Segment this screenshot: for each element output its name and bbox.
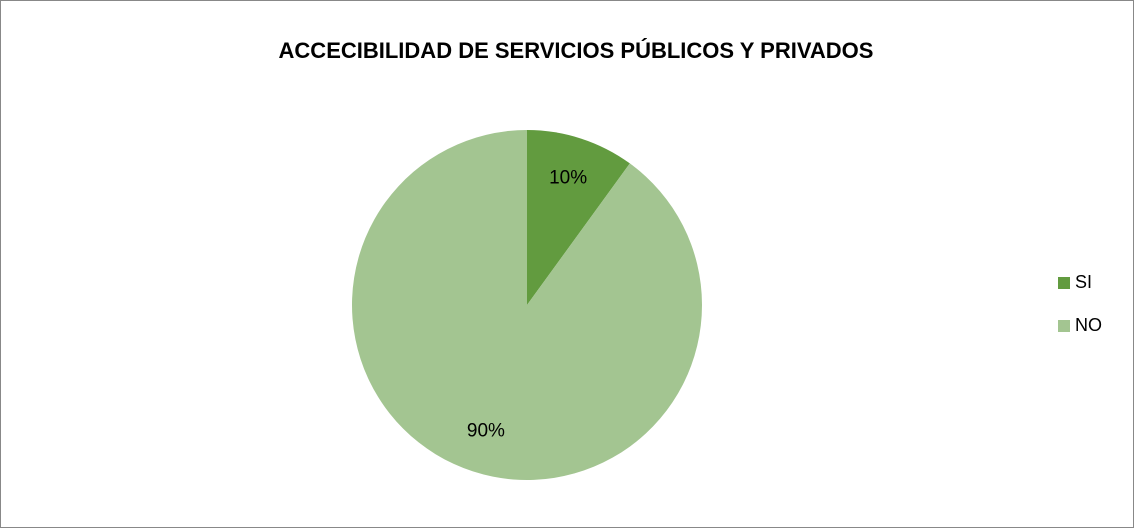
legend-swatch [1058,320,1070,332]
chart-title: ACCECIBILIDAD DE SERVICIOS PÚBLICOS Y PR… [279,38,874,63]
legend-label: NO [1075,315,1102,335]
legend-label: SI [1075,272,1092,292]
pie-slice [351,130,702,481]
data-label: 90% [467,421,505,442]
legend-swatch [1058,277,1070,289]
data-label: 10% [549,168,587,189]
pie-slice [527,130,630,305]
